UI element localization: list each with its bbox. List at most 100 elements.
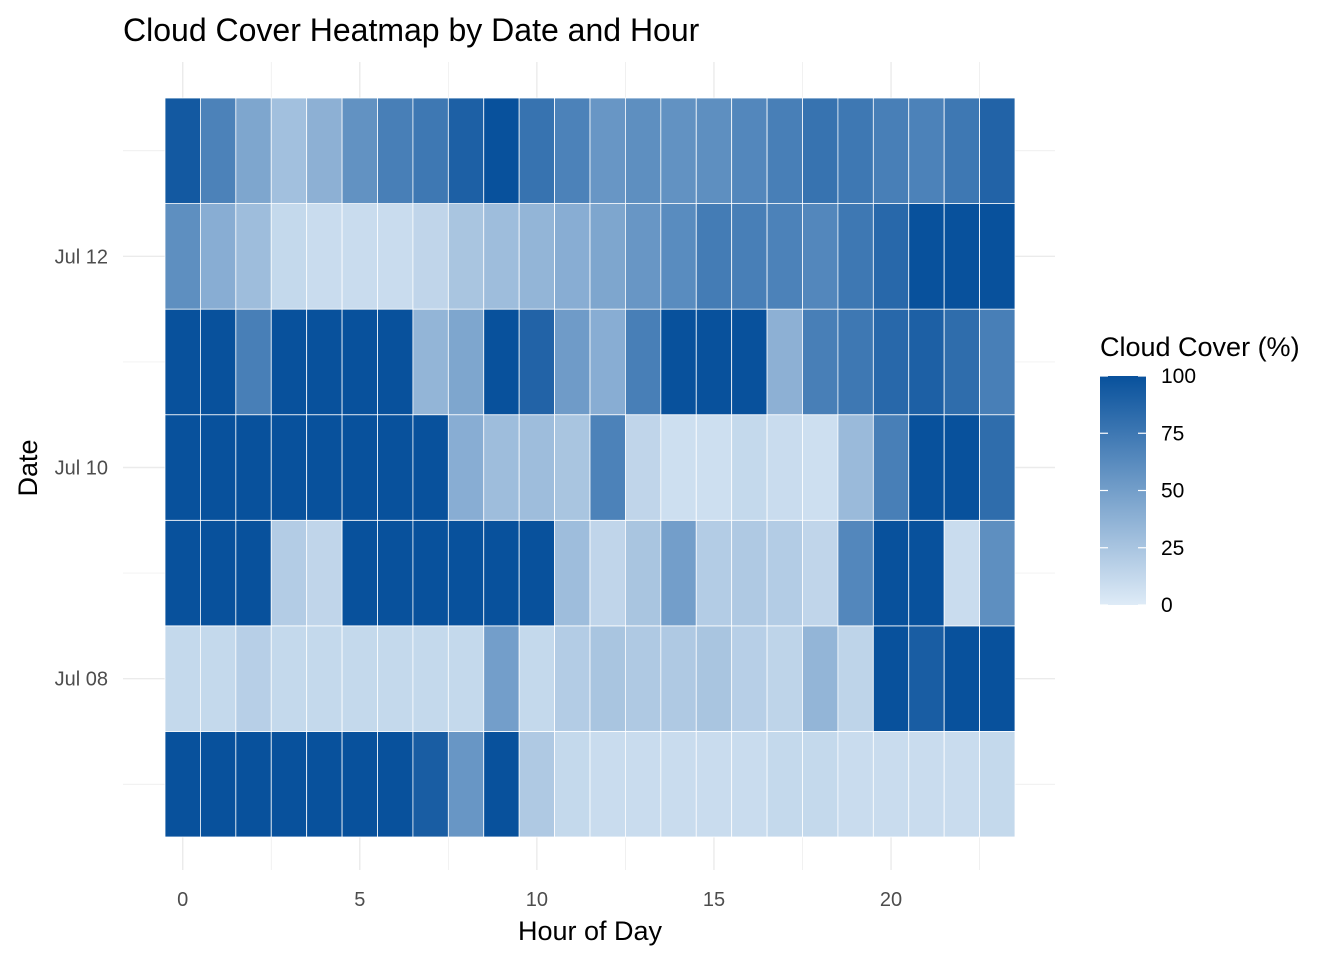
heatmap-cell <box>447 203 485 310</box>
heatmap-cell <box>908 414 945 521</box>
heatmap-cell <box>625 731 662 838</box>
heatmap-cell <box>341 203 378 310</box>
heatmap-cell <box>943 625 980 732</box>
heatmap-cell <box>837 731 874 838</box>
heatmap-cell <box>660 414 697 521</box>
heatmap-cell <box>200 203 237 310</box>
heatmap-cell <box>872 203 910 310</box>
heatmap-cell <box>306 203 343 310</box>
heatmap-cell <box>943 731 980 838</box>
heatmap-cell <box>341 519 378 627</box>
heatmap-cell <box>164 519 201 627</box>
heatmap-cell <box>766 414 803 521</box>
heatmap-cell <box>872 731 910 838</box>
heatmap-cell <box>589 519 626 627</box>
heatmap-cell <box>306 97 343 204</box>
heatmap-cell <box>908 203 945 310</box>
heatmap-cell <box>412 308 449 416</box>
heatmap-cell <box>695 203 733 310</box>
legend-title: Cloud Cover (%) <box>1100 332 1300 362</box>
heatmap-cell <box>625 308 662 416</box>
heatmap-cell <box>235 203 272 310</box>
heatmap-cell <box>731 308 768 416</box>
x-tick-label: 15 <box>703 889 725 911</box>
heatmap-cell <box>943 414 980 521</box>
heatmap-cell <box>695 414 733 521</box>
heatmap-cell <box>377 308 414 416</box>
heatmap-cell <box>447 308 485 416</box>
heatmap-cell <box>518 203 555 310</box>
heatmap-cell <box>837 308 874 416</box>
heatmap-cell <box>200 97 237 204</box>
heatmap-cell <box>625 414 662 521</box>
heatmap-cell <box>660 625 697 732</box>
heatmap-cell <box>660 731 697 838</box>
heatmap-cell <box>979 625 1016 732</box>
heatmap-cell <box>377 731 414 838</box>
heatmap-cell <box>695 519 733 627</box>
y-tick-label: Jul 10 <box>55 458 108 480</box>
heatmap-cell <box>766 308 803 416</box>
heatmap-cell <box>235 97 272 204</box>
heatmap-cell <box>554 308 591 416</box>
heatmap-cell <box>447 625 485 732</box>
heatmap-cell <box>908 97 945 204</box>
heatmap-cell <box>164 308 201 416</box>
heatmap-cell <box>306 308 343 416</box>
heatmap-cell <box>483 519 520 627</box>
heatmap-cell <box>377 97 414 204</box>
heatmap-cell <box>695 308 733 416</box>
heatmap-cells <box>164 97 1016 838</box>
heatmap-cell <box>589 625 626 732</box>
heatmap-cell <box>377 414 414 521</box>
y-tick-label: Jul 12 <box>55 246 108 268</box>
heatmap-cell <box>341 97 378 204</box>
heatmap-cell <box>872 414 910 521</box>
heatmap-cell <box>447 731 485 838</box>
heatmap-cell <box>625 519 662 627</box>
heatmap-cell <box>660 308 697 416</box>
heatmap-cell <box>554 625 591 732</box>
heatmap-cell <box>766 97 803 204</box>
heatmap-cell <box>589 414 626 521</box>
heatmap-cell <box>554 731 591 838</box>
heatmap-cell <box>270 97 308 204</box>
heatmap-cell <box>164 203 201 310</box>
legend-ticks: 100 75 50 25 0 <box>1100 365 1196 617</box>
heatmap-cell <box>979 308 1016 416</box>
heatmap-cell <box>802 97 839 204</box>
heatmap-cell <box>872 625 910 732</box>
heatmap-cell <box>837 414 874 521</box>
heatmap-cell <box>412 97 449 204</box>
x-tick-label: 0 <box>177 889 188 911</box>
legend-tick-label: 75 <box>1161 422 1184 445</box>
heatmap-cell <box>731 414 768 521</box>
heatmap-cell <box>660 97 697 204</box>
heatmap-cell <box>802 203 839 310</box>
heatmap-cell <box>943 203 980 310</box>
heatmap-cell <box>518 414 555 521</box>
heatmap-cell <box>200 519 237 627</box>
heatmap-cell <box>447 519 485 627</box>
heatmap-cell <box>802 308 839 416</box>
heatmap-cell <box>554 97 591 204</box>
heatmap-cell <box>731 731 768 838</box>
heatmap-cell <box>483 625 520 732</box>
heatmap-cell <box>554 519 591 627</box>
heatmap-cell <box>766 625 803 732</box>
heatmap-cell <box>589 308 626 416</box>
heatmap-cell <box>306 519 343 627</box>
heatmap-cell <box>554 414 591 521</box>
heatmap-cell <box>235 308 272 416</box>
heatmap-cell <box>589 731 626 838</box>
heatmap-cell <box>872 308 910 416</box>
heatmap-cell <box>235 519 272 627</box>
color-legend: Cloud Cover (%) 100 75 50 25 0 <box>1100 332 1300 617</box>
heatmap-cell <box>802 414 839 521</box>
heatmap-cell <box>270 519 308 627</box>
heatmap-cell <box>447 97 485 204</box>
heatmap-cell <box>483 308 520 416</box>
heatmap-cell <box>837 519 874 627</box>
heatmap-cell <box>200 625 237 732</box>
